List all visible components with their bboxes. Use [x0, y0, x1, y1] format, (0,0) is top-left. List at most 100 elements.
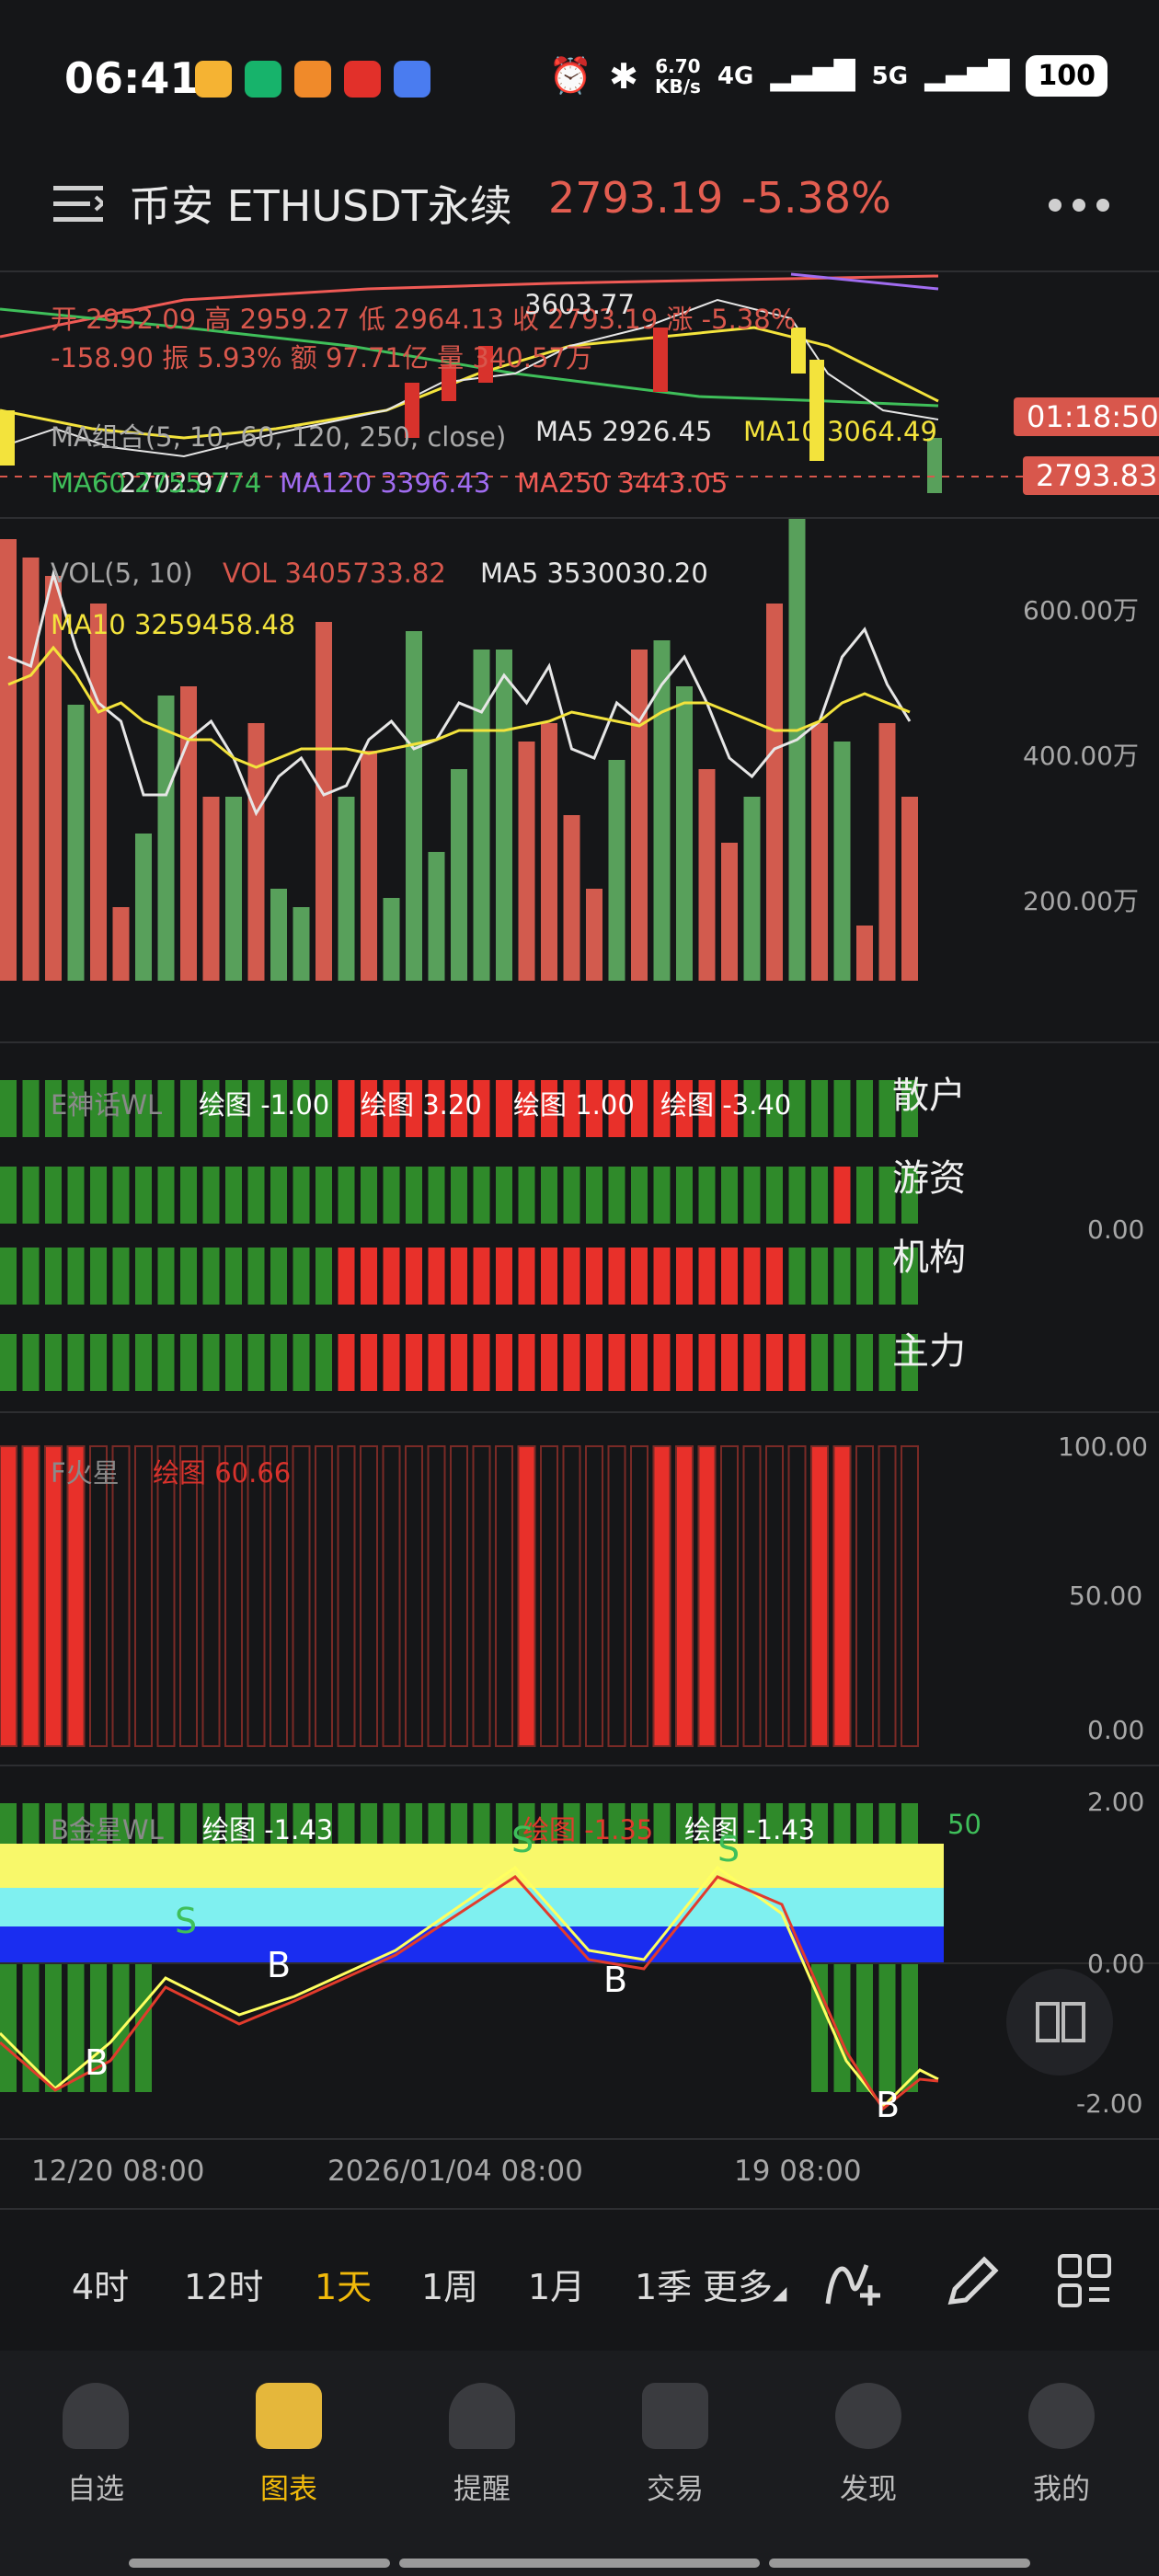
- more-options-icon[interactable]: [1047, 197, 1111, 213]
- shenhua-cell: [878, 1334, 896, 1391]
- shenhua-cell: [316, 1167, 332, 1224]
- label-institution: 机构: [892, 1236, 966, 1279]
- shenhua-cell: [563, 1334, 580, 1391]
- volume-bar: [361, 751, 377, 981]
- shenhua-cell: [676, 1334, 693, 1391]
- shenhua-cell: [338, 1167, 355, 1224]
- volume-bar: [878, 723, 896, 981]
- shenhua-cell: [135, 1248, 152, 1305]
- shenhua-cell: [406, 1080, 422, 1137]
- huoxing-bar: [787, 1445, 807, 1747]
- volume-bar: [67, 705, 85, 981]
- jinxing-neg-bar: [901, 1963, 918, 2092]
- huoxing-bar: [89, 1445, 108, 1747]
- shenhua-cell: [518, 1167, 535, 1224]
- volume-bar: [135, 834, 152, 981]
- kline-chart[interactable]: [0, 272, 1159, 515]
- shenhua-cell: [338, 1248, 355, 1305]
- weibo-icon: [195, 61, 232, 98]
- signal-5g: 5G: [871, 62, 909, 90]
- nav-alerts[interactable]: 提醒: [418, 2383, 546, 2507]
- shenhua-cell: [721, 1167, 738, 1224]
- jinxing-bar: [451, 1803, 467, 1844]
- shenhua-cell: [157, 1248, 175, 1305]
- volume-bar: [518, 742, 535, 981]
- timeframe-1d[interactable]: 1天: [315, 2267, 373, 2307]
- ma120-legend: MA120 3396.43: [280, 467, 491, 499]
- volume-bar: [112, 907, 130, 981]
- shenhua-cell: [563, 1167, 580, 1224]
- shenhua-cell: [406, 1167, 422, 1224]
- shenhua-cell: [293, 1334, 310, 1391]
- nav-trade[interactable]: 交易: [611, 2383, 740, 2507]
- timeframe-12h[interactable]: 12时: [184, 2267, 264, 2307]
- huoxing-bar: [224, 1445, 243, 1747]
- app-blue-icon: [394, 61, 430, 98]
- bell-icon: [449, 2383, 515, 2449]
- shenhua-indicator-chart[interactable]: [0, 1043, 947, 1411]
- huoxing-bar: [540, 1445, 558, 1747]
- shenhua-cell: [563, 1080, 580, 1137]
- indicator-add-icon[interactable]: [824, 2252, 885, 2307]
- shenhua-cell: [406, 1248, 422, 1305]
- status-indicators: ⏰ ✱ 6.70 KB/s 4G ▂▄▆█ 5G ▂▄▆█ 100: [549, 55, 1107, 97]
- huoxing-bar: [585, 1445, 603, 1747]
- shenhua-cell: [833, 1334, 851, 1391]
- volume-chart[interactable]: [0, 519, 947, 1040]
- timeframe-1w[interactable]: 1周: [421, 2267, 479, 2307]
- shenhua-cell: [563, 1248, 580, 1305]
- jinxing-bar: [361, 1803, 377, 1844]
- jinxing-bar: [721, 1803, 738, 1844]
- shenhua-cell: [225, 1167, 242, 1224]
- volume-bar: [451, 769, 467, 981]
- shenhua-cell: [766, 1167, 783, 1224]
- jinxing-indicator-chart[interactable]: [0, 1766, 1159, 2134]
- app-red-icon: [344, 61, 381, 98]
- timeframe-4h[interactable]: 4时: [72, 2267, 130, 2307]
- candle-countdown: 01:18:50: [1014, 397, 1159, 436]
- jinxing-neg-bar: [112, 1963, 130, 2092]
- shenhua-cell: [22, 1080, 40, 1137]
- drawing-pencil-icon[interactable]: [942, 2252, 1003, 2307]
- shenhua-cell: [608, 1248, 625, 1305]
- volume-bar: [811, 723, 828, 981]
- shenhua-cell: [67, 1167, 85, 1224]
- jinxing-value-4: 50: [947, 1809, 981, 1840]
- timeframe-more[interactable]: 更多◢: [703, 2267, 787, 2307]
- ma5-legend: MA5 2926.45: [535, 416, 713, 447]
- shenhua-cell: [586, 1334, 602, 1391]
- nav-watchlist[interactable]: 自选: [31, 2383, 160, 2507]
- symbol-title[interactable]: 币安 ETHUSDT永续: [129, 181, 512, 231]
- jinxing-bar: [856, 1803, 873, 1844]
- volume-bar: [473, 650, 490, 981]
- shenhua-cell: [811, 1080, 828, 1137]
- shenhua-ylabel: 0.00: [1087, 1214, 1145, 1245]
- shenhua-cell: [316, 1080, 332, 1137]
- shenhua-cell: [496, 1248, 512, 1305]
- menu-icon[interactable]: [53, 182, 103, 226]
- ma60-legend: MA60 2755.774: [51, 467, 262, 499]
- volume-bar: [428, 852, 445, 981]
- jinxing-bar: [112, 1803, 130, 1844]
- shenhua-cell: [631, 1248, 648, 1305]
- huoxing-legend-label: F火星: [51, 1457, 120, 1489]
- nav-discover[interactable]: 发现: [804, 2383, 933, 2507]
- timeframe-1q[interactable]: 1季: [635, 2267, 693, 2307]
- nav-profile[interactable]: 我的: [997, 2383, 1126, 2507]
- timeframe-1m[interactable]: 1月: [528, 2267, 586, 2307]
- volume-bar: [225, 797, 242, 981]
- vol-ylabel-2: 400.00万: [1023, 741, 1139, 771]
- shenhua-cell: [473, 1080, 490, 1137]
- signal-bars-icon-2: ▂▄▆█: [924, 60, 1010, 92]
- discover-icon: [835, 2383, 901, 2449]
- shenhua-cell: [361, 1334, 377, 1391]
- shenhua-cell: [0, 1248, 17, 1305]
- huoxing-bar: [382, 1445, 401, 1747]
- trade-icon: [642, 2383, 708, 2449]
- shenhua-cell: [361, 1248, 377, 1305]
- nav-chart[interactable]: 图表: [224, 2383, 353, 2507]
- huoxing-indicator-chart[interactable]: [0, 1413, 947, 1763]
- shenhua-cell: [67, 1334, 85, 1391]
- layout-grid-icon[interactable]: [1056, 2252, 1113, 2309]
- shenhua-cell: [90, 1167, 107, 1224]
